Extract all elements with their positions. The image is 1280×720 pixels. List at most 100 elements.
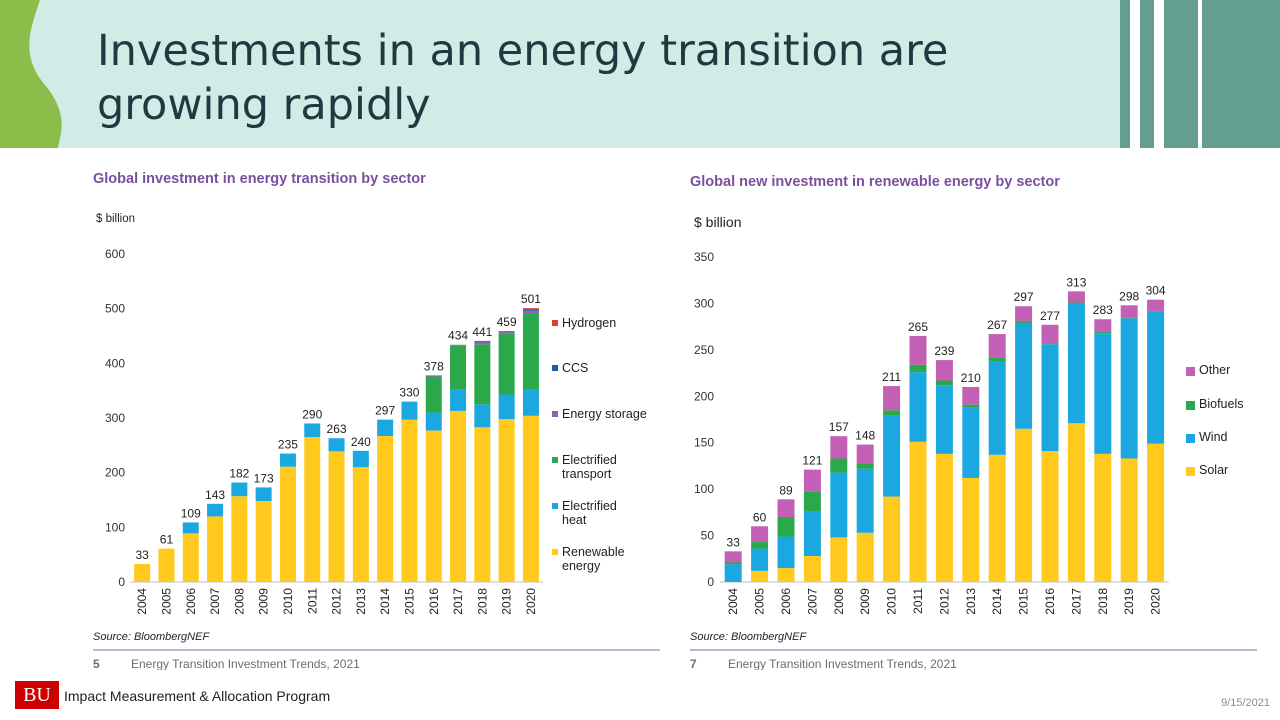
bar-segment [498,333,515,395]
bar-segment [724,551,742,563]
bar-segment [498,331,515,332]
x-tick-label: 2013 [964,588,978,615]
legend-swatch [552,365,558,371]
footer-page-number: 5 [93,657,100,670]
legend-label: Electrified [562,453,617,467]
data-label: 434 [448,329,468,343]
bar-segment [883,410,901,416]
bar-segment [522,389,539,416]
y-tick-label: 250 [694,343,714,357]
bar-segment [1120,305,1138,318]
x-tick-label: 2007 [805,588,819,615]
bar-segment [1094,331,1112,334]
x-tick-label: 2016 [427,588,441,615]
bar-segment [988,361,1006,455]
bar-segment [777,517,795,537]
x-tick-label: 2015 [1017,588,1031,615]
bar-segment [1147,443,1165,582]
bar-segment [962,407,980,478]
bar-segment [1015,306,1033,322]
bar-segment [830,472,848,538]
bar-segment [830,436,848,459]
bar-segment [522,313,539,390]
bar-segment [401,419,418,582]
x-tick-label: 2004 [726,588,740,615]
y-tick-label: 100 [105,520,125,534]
bar-segment [1015,322,1033,324]
x-tick-label: 2009 [858,588,872,615]
chart-title: Global investment in energy transition b… [93,171,426,187]
y-tick-label: 300 [694,296,714,310]
legend-label: Renewable [562,545,625,559]
bar-segment [830,537,848,582]
bar-segment [883,386,901,411]
bar-segment [498,419,515,582]
x-tick-label: 2019 [500,588,514,615]
data-label: 89 [779,483,793,497]
data-label: 459 [497,315,517,329]
bar-segment [352,450,369,468]
bar-segment [909,441,927,582]
bar-segment [474,427,491,582]
bar-segment [1120,317,1138,319]
bar-segment [450,344,467,346]
footer-page-number: 7 [690,657,697,670]
bar-segment [909,372,927,442]
bar-segment [935,380,953,386]
bar-segment [777,536,795,569]
legend-swatch [1186,367,1195,376]
footer-text: Energy Transition Investment Trends, 202… [131,657,360,670]
y-tick-label: 600 [105,247,125,261]
bar-segment [1041,324,1059,344]
data-label: 304 [1146,284,1166,298]
x-tick-label: 2019 [1122,588,1136,615]
bar-segment [182,522,199,534]
bar-segment [1067,302,1085,304]
x-tick-label: 2012 [937,588,951,615]
bar-segment [777,499,795,517]
bar-segment [803,511,821,556]
x-tick-label: 2014 [990,588,1004,615]
bar-segment [803,556,821,582]
bar-segment [724,562,742,565]
data-label: 33 [727,535,741,549]
bar-segment [1067,303,1085,424]
data-label: 290 [302,407,322,421]
bar-segment [1147,310,1165,312]
data-label: 283 [1093,303,1113,317]
x-tick-label: 2010 [281,588,295,615]
legend-label: Electrified [562,499,617,513]
bar-segment [450,410,467,582]
data-label: 298 [1119,289,1139,303]
chart-panel-renewable-energy: Global new investment in renewable energ… [678,150,1278,670]
source-note: Source: BloombergNEF [690,631,807,643]
x-tick-label: 2012 [330,588,344,615]
bar-segment [377,419,394,437]
data-label: 265 [908,320,928,334]
title-banner [0,0,1120,148]
x-tick-label: 2008 [232,588,246,615]
x-tick-label: 2017 [451,588,465,615]
bar-segment [777,568,795,582]
bar-segment [1094,333,1112,454]
bar-segment [1015,323,1033,429]
chart-title: Global new investment in renewable energ… [690,174,1060,190]
data-label: 143 [205,488,225,502]
bar-segment [1015,428,1033,582]
bar-segment [474,341,491,345]
bar-segment [856,444,874,464]
y-tick-label: 200 [105,466,125,480]
bar-segment [498,394,515,420]
bar-segment [751,526,769,543]
x-tick-label: 2016 [1043,588,1057,615]
y-tick-label: 500 [105,302,125,316]
bar-segment [474,340,491,342]
x-tick-label: 2009 [257,588,271,615]
bar-segment [962,404,980,408]
x-tick-label: 2018 [475,588,489,615]
y-tick-label: 350 [694,250,714,264]
bar-segment [1147,299,1165,311]
legend-swatch [1186,467,1195,476]
legend-label: Hydrogen [562,316,616,330]
bar-segment [377,436,394,582]
